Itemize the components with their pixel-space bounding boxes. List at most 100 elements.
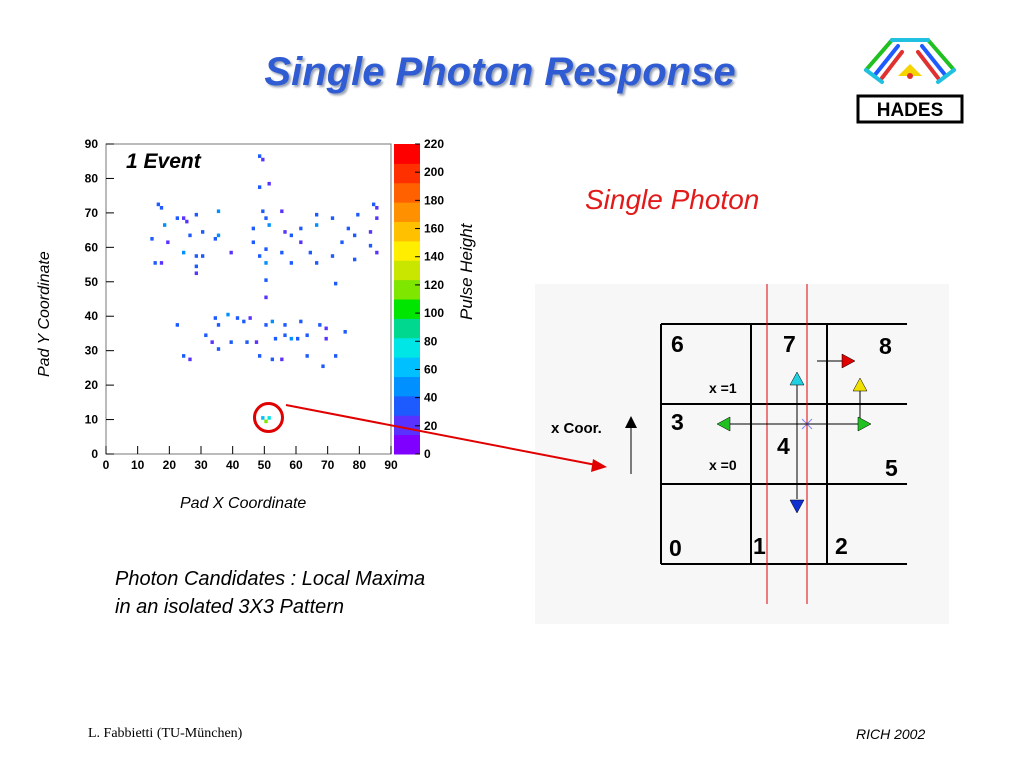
pad-number-1: 1 xyxy=(753,533,766,559)
pad-hit xyxy=(201,254,205,258)
arrow-down-blue xyxy=(789,499,805,514)
pad-hit xyxy=(340,240,344,245)
pad-hit xyxy=(280,209,284,214)
pad-hit xyxy=(182,354,186,358)
color-bar-segment xyxy=(394,434,420,455)
event-label: 1 Event xyxy=(126,150,202,173)
y-tick-label: 80 xyxy=(85,171,99,185)
pad-hit xyxy=(150,237,154,241)
z-axis-ticks: 0 20 40 60 80 100 120 140 160 180 200 220 xyxy=(415,137,444,461)
pad-hit xyxy=(166,240,170,245)
pad-hit xyxy=(229,250,233,255)
z-tick-label: 180 xyxy=(424,193,444,207)
pad-hit xyxy=(353,233,357,238)
pad-hit xyxy=(194,271,198,276)
pad-hit xyxy=(261,209,265,214)
pad-hit xyxy=(264,278,268,282)
pad-hit xyxy=(318,323,322,327)
pad-hit xyxy=(330,216,335,220)
pad-hit xyxy=(305,333,309,338)
pad-hit xyxy=(175,216,179,220)
color-bar-segment xyxy=(394,299,420,319)
pad-hit xyxy=(201,230,205,234)
pad-hit xyxy=(270,357,274,362)
pad-hit xyxy=(153,261,157,265)
color-bar-segment xyxy=(394,202,420,222)
pad-hit xyxy=(159,206,164,210)
pad-hit xyxy=(296,336,300,341)
pad-hit xyxy=(267,223,271,227)
pad-hits xyxy=(150,154,379,424)
pad-hit xyxy=(264,216,268,220)
slide-title: Single Photon Response xyxy=(264,50,736,94)
pad-hit xyxy=(334,354,338,358)
pad-hit xyxy=(375,216,379,220)
pad-hit xyxy=(264,419,268,424)
y-tick-label: 20 xyxy=(85,378,99,392)
z-tick-label: 140 xyxy=(424,250,444,264)
pad-hit xyxy=(324,336,328,341)
pad-hit xyxy=(267,181,271,186)
plot-frame xyxy=(105,143,392,455)
x-tick-label: 60 xyxy=(289,458,303,472)
pad-hit xyxy=(267,416,271,420)
z-tick-label: 220 xyxy=(424,137,444,151)
pad-hit xyxy=(264,261,268,265)
pad-hit xyxy=(315,261,319,265)
pad-hit xyxy=(235,316,240,320)
y-tick-label: 50 xyxy=(85,275,99,289)
pad-hit xyxy=(334,281,338,286)
y-axis-ticks: 0 10 20 30 40 50 60 70 80 90 xyxy=(85,137,114,461)
pad-hit xyxy=(242,319,246,324)
y-tick-label: 30 xyxy=(85,344,99,358)
pad-hit xyxy=(163,223,167,227)
pad-hit xyxy=(283,323,287,327)
x0-label: x =0 xyxy=(709,457,737,473)
color-bar-segment xyxy=(394,240,420,261)
y-tick-label: 90 xyxy=(85,137,99,151)
pad-number-8: 8 xyxy=(879,333,892,359)
pad-hit xyxy=(353,257,357,262)
pad-hit xyxy=(283,230,287,234)
color-bar-segment xyxy=(394,376,420,397)
color-bar-segment xyxy=(394,415,420,436)
pad-hit xyxy=(188,357,192,362)
arrow-right-red xyxy=(841,353,856,369)
arrow-left-green xyxy=(716,416,731,432)
single-photon-label: Single Photon xyxy=(585,184,760,215)
x-tick-label: 40 xyxy=(226,458,240,472)
z-tick-label: 80 xyxy=(424,334,438,348)
x-tick-label: 0 xyxy=(103,458,110,472)
footer-conference: RICH 2002 xyxy=(856,726,926,742)
color-bar-segment xyxy=(394,318,420,339)
y-tick-label: 0 xyxy=(91,447,98,461)
z-axis-label: Pulse Height xyxy=(457,223,476,320)
color-bar-segment xyxy=(394,337,420,358)
pad-hit xyxy=(261,157,265,162)
y-tick-label: 40 xyxy=(85,309,99,323)
pad-hit xyxy=(375,206,379,210)
pad-hit xyxy=(182,250,186,255)
pad-number-4: 4 xyxy=(777,433,790,459)
z-tick-label: 20 xyxy=(424,419,438,433)
x-axis-label: Pad X Coordinate xyxy=(180,495,307,512)
x1-label: x =1 xyxy=(709,380,737,396)
x-tick-label: 50 xyxy=(258,458,272,472)
arrow-up-yellow xyxy=(852,377,868,392)
pad-hit xyxy=(299,240,303,245)
pad-hit xyxy=(375,250,379,255)
color-bar-segment xyxy=(394,163,420,184)
color-bar-segment xyxy=(394,357,420,377)
z-tick-label: 160 xyxy=(424,222,444,236)
pad-hit xyxy=(258,354,262,358)
pad-hit xyxy=(216,209,221,214)
footer-author: L. Fabbietti (TU-München) xyxy=(88,726,243,741)
pad-hit xyxy=(216,233,221,238)
pad-hit xyxy=(270,319,274,324)
pad-hit xyxy=(226,312,230,317)
color-bar-segment xyxy=(394,182,420,203)
pad-hit xyxy=(194,212,198,217)
pad-hit xyxy=(321,364,325,369)
pad-hit xyxy=(251,226,255,231)
pad-heatmap: 0 10 20 30 40 50 60 70 80 90 0102030405060708090 … xyxy=(85,137,445,472)
